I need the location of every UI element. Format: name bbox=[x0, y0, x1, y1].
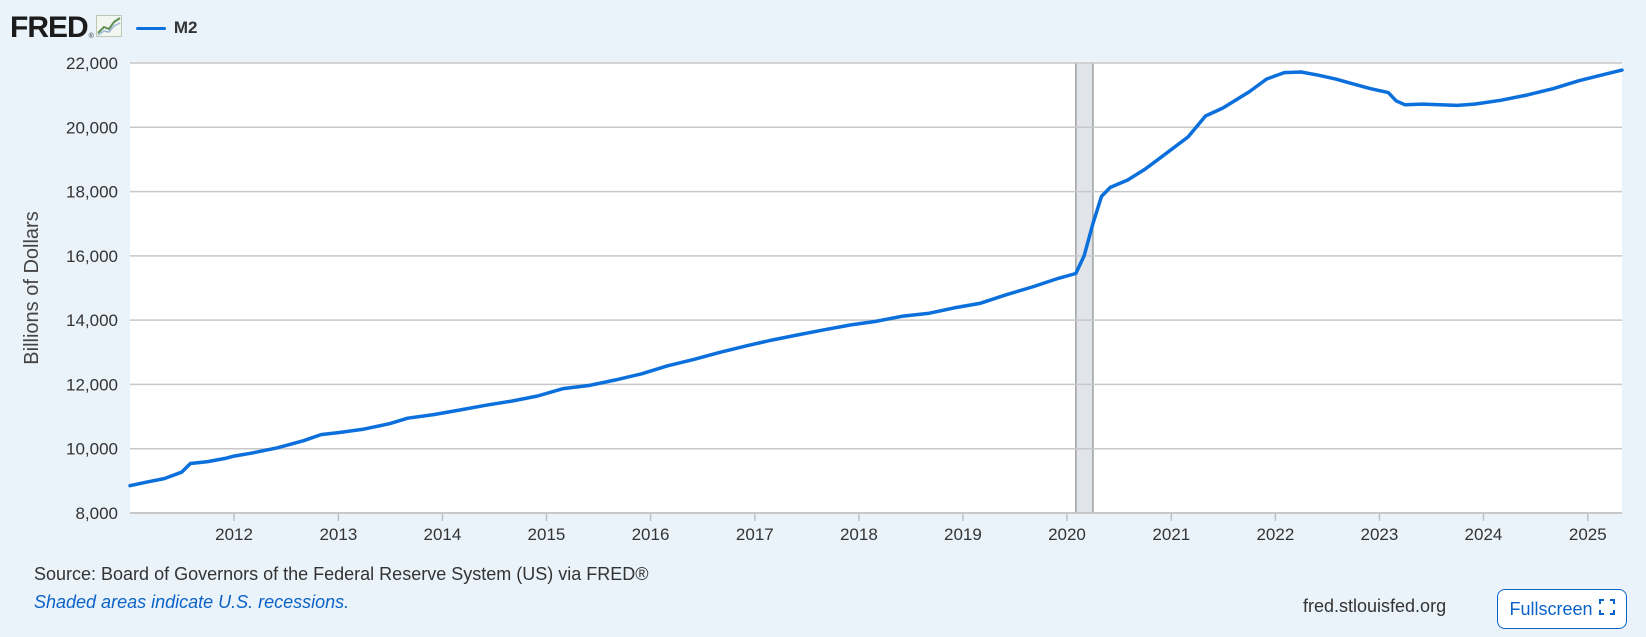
y-axis-label: Billions of Dollars bbox=[21, 211, 43, 364]
fred-logo[interactable]: FRED bbox=[10, 11, 89, 44]
y-tick-label: 16,000 bbox=[66, 247, 118, 266]
y-tick-label: 18,000 bbox=[66, 183, 118, 202]
x-tick-label: 2013 bbox=[319, 525, 357, 544]
legend-swatch bbox=[135, 26, 166, 30]
y-tick-label: 20,000 bbox=[66, 118, 118, 137]
y-tick-label: 8,000 bbox=[75, 504, 118, 523]
x-tick-label: 2023 bbox=[1361, 525, 1399, 544]
registered-mark: ® bbox=[88, 33, 94, 40]
y-tick-label: 12,000 bbox=[66, 375, 118, 394]
recession-band bbox=[1075, 63, 1093, 513]
y-tick-label: 22,000 bbox=[66, 54, 118, 73]
y-axis: 8,000 10,000 12,000 14,000 16,000 18,000 20,00… bbox=[66, 54, 118, 523]
x-tick-label: 2020 bbox=[1048, 525, 1086, 544]
expand-icon bbox=[1598, 598, 1615, 620]
header: FRED ® M2 bbox=[10, 8, 197, 48]
x-axis: 2012 2013 2014 2015 2016 2017 2018 2019 2020 2021… bbox=[130, 512, 1622, 544]
x-tick-label: 2021 bbox=[1152, 525, 1190, 544]
x-tick-label: 2022 bbox=[1256, 525, 1294, 544]
trend-chart-icon bbox=[95, 14, 122, 42]
source-text: Source: Board of Governors of the Federa… bbox=[34, 564, 649, 584]
x-tick-label: 2015 bbox=[528, 525, 566, 544]
x-tick-label: 2017 bbox=[736, 525, 774, 544]
series-line-m2 bbox=[128, 68, 1624, 488]
x-tick-label: 2014 bbox=[424, 525, 462, 544]
legend: M2 bbox=[135, 18, 198, 38]
recession-note: Shaded areas indicate U.S. recessions. bbox=[34, 592, 350, 612]
x-tick-label: 2025 bbox=[1569, 525, 1607, 544]
recession-shading bbox=[1075, 63, 1094, 513]
fullscreen-label: Fullscreen bbox=[1509, 598, 1593, 619]
x-tick-label: 2018 bbox=[840, 525, 878, 544]
fullscreen-button[interactable]: Fullscreen bbox=[1497, 589, 1627, 629]
x-tick-label: 2019 bbox=[944, 525, 982, 544]
site-url: fred.stlouisfed.org bbox=[1303, 596, 1447, 616]
x-tick-label: 2016 bbox=[632, 525, 670, 544]
legend-label: M2 bbox=[173, 18, 198, 37]
x-tick-label: 2012 bbox=[215, 525, 253, 544]
y-tick-label: 14,000 bbox=[66, 311, 118, 330]
x-tick-label: 2024 bbox=[1465, 525, 1503, 544]
plot-area bbox=[130, 63, 1622, 513]
y-tick-label: 10,000 bbox=[66, 440, 118, 459]
series bbox=[128, 68, 1624, 488]
